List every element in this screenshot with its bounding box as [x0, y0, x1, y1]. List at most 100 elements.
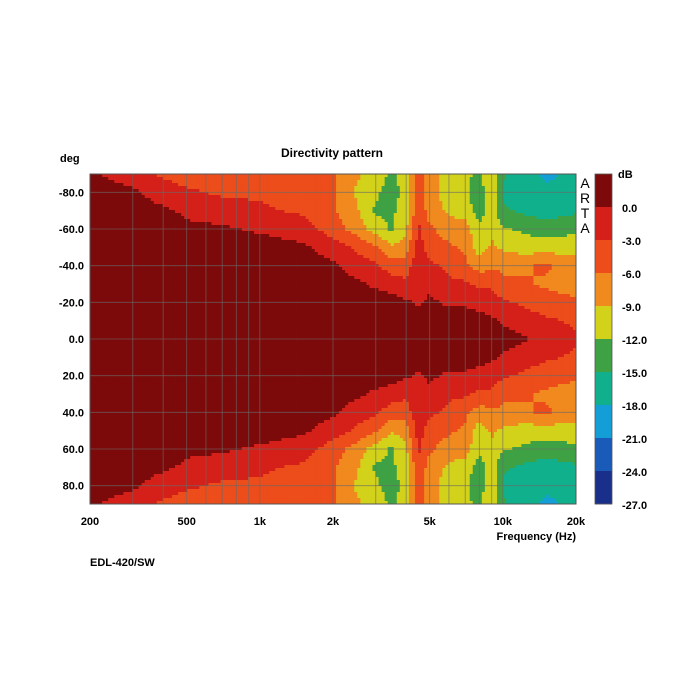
heatmap-cell — [138, 180, 143, 184]
heatmap-cell — [378, 246, 382, 250]
heatmap-cell — [126, 240, 130, 244]
heatmap-cell — [390, 210, 395, 214]
heatmap-cell — [536, 186, 540, 190]
heatmap-cell — [168, 246, 173, 250]
heatmap-cell — [396, 219, 401, 223]
heatmap-cell — [339, 183, 343, 187]
heatmap-cell — [536, 180, 540, 184]
heatmap-cell — [366, 201, 370, 205]
heatmap-cell — [430, 261, 434, 265]
heatmap-cell — [484, 213, 489, 217]
heatmap-cell — [126, 201, 130, 205]
heatmap-cell — [415, 213, 419, 217]
heatmap-cell — [375, 189, 379, 193]
heatmap-cell — [96, 192, 100, 196]
heatmap-cell — [290, 234, 294, 238]
heatmap-cell — [90, 222, 94, 226]
heatmap-cell — [457, 222, 461, 226]
heatmap-cell — [99, 219, 103, 223]
heatmap-cell — [372, 255, 376, 259]
heatmap-cell — [548, 252, 553, 256]
heatmap-cell — [226, 201, 231, 205]
heatmap-cell — [275, 240, 279, 244]
heatmap-cell — [560, 246, 565, 250]
heatmap-cell — [533, 195, 537, 199]
heatmap-cell — [96, 213, 100, 217]
heatmap-cell — [396, 234, 401, 238]
heatmap-cell — [217, 225, 222, 229]
heatmap-cell — [135, 255, 139, 259]
heatmap-cell — [287, 243, 291, 247]
heatmap-cell — [296, 198, 300, 202]
heatmap-cell — [229, 180, 234, 184]
heatmap-cell — [247, 252, 252, 256]
heatmap-cell — [554, 231, 559, 235]
heatmap-cell — [93, 210, 97, 214]
heatmap-cell — [336, 192, 340, 196]
heatmap-cell — [466, 228, 471, 232]
heatmap-cell — [172, 234, 176, 238]
heatmap-cell — [117, 255, 121, 259]
heatmap-cell — [175, 186, 179, 190]
heatmap-cell — [527, 213, 531, 217]
heatmap-cell — [244, 231, 249, 235]
heatmap-cell — [512, 240, 516, 244]
heatmap-cell — [150, 180, 155, 184]
heatmap-cell — [159, 177, 164, 181]
heatmap-cell — [205, 192, 209, 196]
heatmap-cell — [415, 240, 419, 244]
heatmap-cell — [387, 204, 392, 208]
heatmap-cell — [165, 246, 170, 250]
heatmap-cell — [244, 234, 249, 238]
heatmap-cell — [123, 258, 127, 262]
heatmap-cell — [424, 249, 428, 253]
heatmap-cell — [402, 219, 407, 223]
heatmap-cell — [503, 225, 507, 229]
heatmap-cell — [478, 228, 483, 232]
heatmap-cell — [445, 225, 449, 229]
heatmap-cell — [323, 177, 328, 181]
heatmap-cell — [117, 222, 121, 226]
heatmap-cell — [196, 195, 200, 199]
heatmap-cell — [202, 237, 206, 241]
heatmap-cell — [539, 216, 543, 220]
heatmap-cell — [111, 219, 115, 223]
heatmap-cell — [521, 213, 525, 217]
heatmap-cell — [348, 204, 352, 208]
heatmap-cell — [518, 234, 522, 238]
heatmap-cell — [421, 180, 425, 184]
heatmap-cell — [518, 216, 522, 220]
heatmap-cell — [244, 180, 249, 184]
heatmap-cell — [524, 228, 528, 232]
heatmap-cell — [487, 219, 492, 223]
heatmap-cell — [102, 267, 106, 271]
heatmap-cell — [484, 198, 489, 202]
heatmap-cell — [411, 228, 416, 232]
heatmap-cell — [542, 177, 547, 181]
heatmap-cell — [539, 174, 543, 178]
heatmap-cell — [509, 189, 513, 193]
heatmap-cell — [235, 216, 240, 220]
heatmap-cell — [500, 180, 504, 184]
heatmap-cell — [266, 216, 270, 220]
heatmap-cell — [518, 222, 522, 226]
heatmap-cell — [193, 180, 197, 184]
heatmap-cell — [153, 213, 158, 217]
heatmap-cell — [320, 195, 325, 199]
heatmap-cell — [254, 195, 258, 199]
heatmap-cell — [433, 231, 437, 235]
heatmap-cell — [111, 216, 115, 220]
heatmap-cell — [378, 213, 382, 217]
heatmap-cell — [384, 186, 389, 190]
heatmap-cell — [351, 207, 355, 211]
heatmap-cell — [369, 261, 373, 265]
heatmap-cell — [323, 198, 328, 202]
heatmap-cell — [305, 243, 310, 247]
heatmap-cell — [226, 249, 231, 253]
heatmap-cell — [187, 222, 191, 226]
heatmap-cell — [135, 258, 139, 262]
heatmap-cell — [481, 183, 486, 187]
heatmap-cell — [503, 192, 507, 196]
heatmap-cell — [472, 243, 477, 247]
heatmap-cell — [448, 219, 452, 223]
